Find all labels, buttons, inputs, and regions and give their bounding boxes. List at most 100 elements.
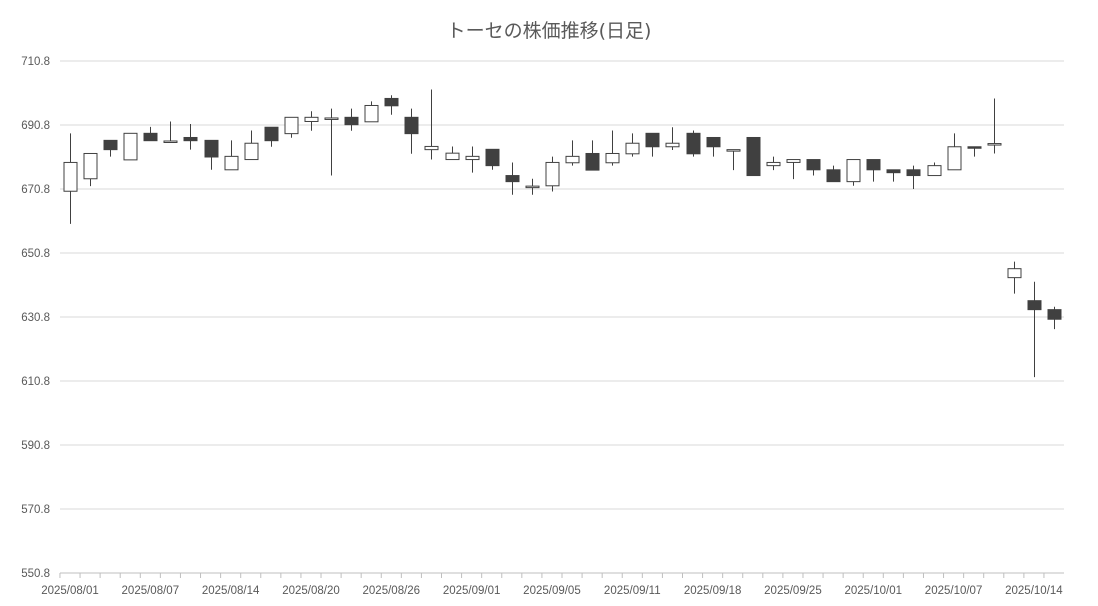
candle-body-down bbox=[143, 132, 158, 142]
candle bbox=[686, 130, 701, 157]
candle bbox=[605, 130, 620, 166]
candle bbox=[706, 136, 721, 157]
candle bbox=[625, 133, 640, 157]
candle-body-up bbox=[927, 165, 942, 177]
candle-body-up bbox=[244, 142, 259, 161]
candle-body-up bbox=[947, 146, 962, 171]
candle-body-down bbox=[866, 159, 881, 171]
y-tick-label: 590.8 bbox=[21, 440, 50, 452]
candle bbox=[143, 126, 158, 142]
x-tick-label: 2025/08/01 bbox=[41, 585, 99, 597]
candle-body-down bbox=[706, 136, 721, 148]
candle-body-up bbox=[605, 152, 620, 164]
candle bbox=[927, 162, 942, 177]
candle-body-up bbox=[465, 155, 480, 161]
candle-body-down bbox=[645, 132, 660, 148]
candle-body-down bbox=[404, 116, 419, 135]
x-tick-label: 2025/09/01 bbox=[443, 585, 501, 597]
candle bbox=[183, 124, 198, 150]
candle-body-up bbox=[726, 149, 741, 152]
x-tick-label: 2025/09/25 bbox=[764, 585, 822, 597]
candle bbox=[485, 148, 500, 170]
candle bbox=[505, 162, 520, 195]
x-axis: 2025/08/01 2025/08/07 2025/08/14 2025/08/20… bbox=[41, 572, 1064, 597]
y-tick-label: 630.8 bbox=[21, 312, 50, 324]
candle-body-up bbox=[445, 152, 460, 161]
candle bbox=[665, 127, 680, 150]
candle bbox=[264, 126, 279, 147]
candle-body-down bbox=[264, 126, 279, 142]
candle bbox=[284, 116, 299, 138]
candle-body-down bbox=[967, 146, 982, 149]
candle-body-down bbox=[505, 175, 520, 183]
x-tick-label: 2025/10/07 bbox=[925, 585, 983, 597]
candle bbox=[324, 108, 339, 176]
candle bbox=[204, 139, 219, 170]
candle-body-up bbox=[545, 161, 560, 187]
candle bbox=[424, 89, 439, 160]
candle bbox=[404, 108, 419, 154]
candle-body-down bbox=[344, 116, 359, 126]
candle bbox=[947, 133, 962, 171]
y-tick-label: 650.8 bbox=[21, 248, 50, 260]
x-tick-label: 2025/08/14 bbox=[202, 585, 260, 597]
candle bbox=[987, 98, 1002, 154]
candle bbox=[103, 139, 118, 157]
candle-body-up bbox=[987, 143, 1002, 146]
candle bbox=[565, 140, 580, 166]
candle bbox=[585, 140, 600, 171]
candle bbox=[806, 159, 821, 176]
candle-body-up bbox=[1007, 268, 1022, 279]
candle bbox=[726, 149, 741, 171]
candle bbox=[224, 140, 239, 171]
candle bbox=[344, 108, 359, 131]
candle-body-down bbox=[103, 139, 118, 151]
y-tick-label: 550.8 bbox=[21, 568, 50, 580]
candle-body-up bbox=[525, 185, 540, 189]
candle-body-down bbox=[485, 148, 500, 167]
candle bbox=[645, 132, 660, 157]
candle bbox=[1007, 261, 1022, 294]
candle-body-up bbox=[83, 152, 98, 180]
candle-body-down bbox=[886, 169, 901, 174]
candle bbox=[445, 146, 460, 161]
candle-body-down bbox=[204, 139, 219, 158]
candle bbox=[1047, 306, 1062, 330]
candle-body-up bbox=[163, 140, 178, 143]
candle-body-up bbox=[786, 159, 801, 163]
candle bbox=[304, 111, 319, 131]
candle bbox=[364, 101, 379, 123]
candle-body-up bbox=[224, 155, 239, 171]
x-tick-label: 2025/09/18 bbox=[684, 585, 742, 597]
candle bbox=[465, 146, 480, 173]
candle bbox=[826, 165, 841, 183]
x-tick-label: 2025/08/07 bbox=[122, 585, 180, 597]
candle bbox=[384, 95, 399, 115]
x-tick-label: 2025/08/26 bbox=[363, 585, 421, 597]
y-tick-label: 570.8 bbox=[21, 504, 50, 516]
candle-body-up bbox=[846, 159, 861, 183]
candle-body-down bbox=[1047, 309, 1062, 320]
candle bbox=[163, 121, 178, 143]
candle-body-up bbox=[424, 145, 439, 151]
candle-body-down bbox=[1027, 300, 1042, 311]
candle bbox=[244, 130, 259, 161]
candle bbox=[123, 132, 138, 161]
candle-body-up bbox=[665, 142, 680, 148]
x-tick-label: 2025/09/05 bbox=[523, 585, 581, 597]
candle bbox=[545, 156, 560, 192]
candle bbox=[83, 152, 98, 187]
x-tick-label: 2025/09/11 bbox=[604, 585, 661, 597]
chart-title: トーセの株価推移(日足) bbox=[447, 20, 652, 42]
y-tick-label: 670.8 bbox=[21, 184, 50, 196]
candle-body-up bbox=[304, 116, 319, 122]
candle-body-down bbox=[746, 136, 761, 177]
gridlines bbox=[60, 60, 1064, 574]
candle bbox=[846, 159, 861, 186]
y-tick-label: 610.8 bbox=[21, 376, 50, 388]
candle bbox=[63, 133, 78, 224]
x-tick-label: 2025/10/14 bbox=[1005, 585, 1063, 597]
candle bbox=[746, 136, 761, 177]
candle-body-down bbox=[686, 132, 701, 155]
